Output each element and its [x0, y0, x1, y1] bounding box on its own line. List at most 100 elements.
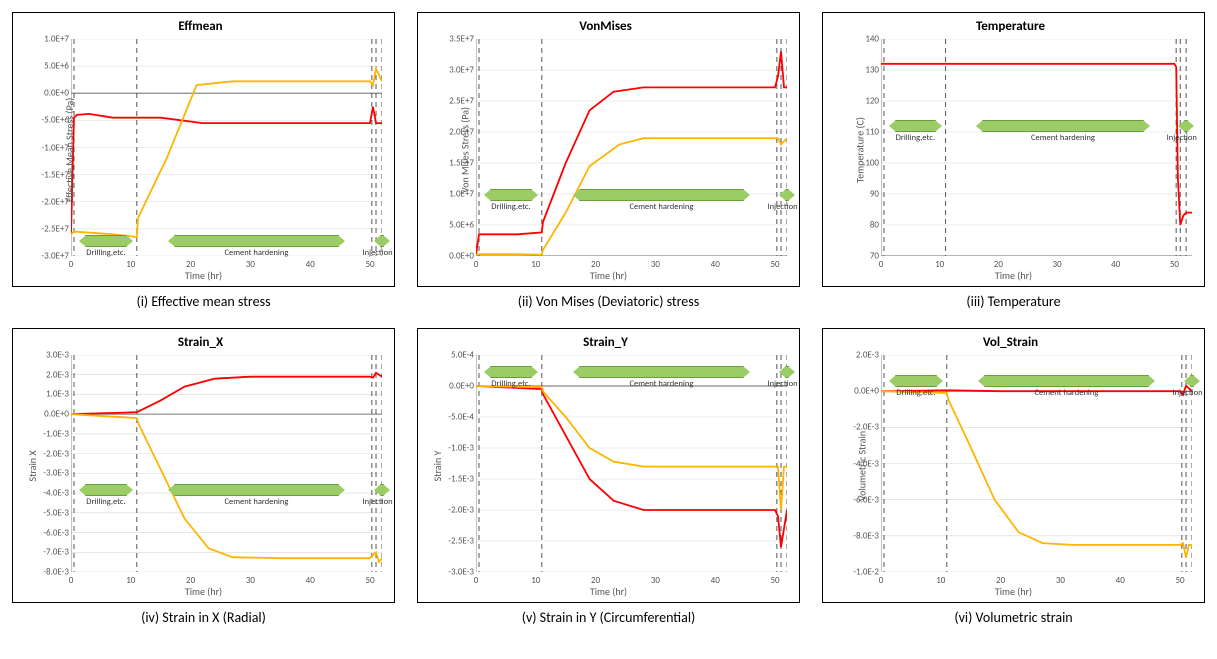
x-tick-label: 10 — [531, 575, 540, 586]
panel-temp: TemperatureTemperature (C)Time (hr)70809… — [822, 12, 1205, 310]
y-tick-label: 70 — [833, 252, 879, 261]
y-tick-label: 2.5E+7 — [428, 97, 474, 106]
x-tick-label: 20 — [591, 259, 600, 270]
phase-label: Injection — [1167, 133, 1197, 143]
x-tick-label: 30 — [1056, 575, 1065, 586]
y-tick-label: -3.0E+7 — [23, 252, 69, 261]
x-tick-label: 50 — [770, 575, 779, 586]
panel-vonmises: VonMisesVon Mises Stress (Pa)Time (hr)0.… — [417, 12, 800, 310]
y-tick-label: -1.0E-2 — [833, 568, 879, 577]
y-tick-label: 90 — [833, 190, 879, 199]
series-line — [71, 69, 382, 237]
chart-title: Effmean — [17, 19, 384, 34]
phase-label: Cement hardening — [224, 248, 288, 258]
y-tick-label: 3.5E+7 — [428, 35, 474, 44]
x-tick-label: 0 — [474, 259, 479, 270]
y-tick-label: 0.0E+0 — [428, 382, 474, 391]
y-tick-label: -1.0E+7 — [23, 143, 69, 152]
panel-frame: VonMisesVon Mises Stress (Pa)Time (hr)0.… — [417, 12, 800, 287]
panel-strainx: Strain_XStrain XTime (hr)-8.0E-3-7.0E-3-… — [12, 328, 395, 626]
x-tick-label: 10 — [126, 259, 135, 270]
y-tick-label: 3.0E-3 — [23, 351, 69, 360]
series-line — [881, 391, 1192, 557]
y-tick-label: 1.0E+7 — [23, 35, 69, 44]
y-tick-label: -8.0E-3 — [833, 531, 879, 540]
x-tick-label: 20 — [994, 259, 1003, 270]
chart-title: Vol_Strain — [827, 335, 1194, 350]
x-tick-label: 40 — [1111, 259, 1120, 270]
y-tick-label: 130 — [833, 66, 879, 75]
series-line — [881, 64, 1192, 225]
plot-area — [881, 39, 1192, 256]
x-tick-label: 40 — [711, 259, 720, 270]
y-tick-label: 140 — [833, 35, 879, 44]
phase-label: Drilling,etc. — [491, 202, 530, 212]
y-tick-label: 2.0E-3 — [833, 351, 879, 360]
x-tick-label: 10 — [936, 575, 945, 586]
panel-caption: (ii) Von Mises (Deviatoric) stress — [518, 293, 699, 310]
phase-label: Injection — [362, 248, 392, 258]
y-tick-label: -7.0E-3 — [23, 548, 69, 557]
y-tick-label: -1.0E-3 — [23, 429, 69, 438]
y-tick-label: -2.5E-3 — [428, 537, 474, 546]
x-tick-label: 50 — [770, 259, 779, 270]
phase-label: Cement hardening — [629, 379, 693, 389]
x-tick-label: 50 — [365, 259, 374, 270]
panel-effmean: EffmeanEffective Mean Stress (Pa)Time (h… — [12, 12, 395, 310]
y-tick-label: -4.0E-3 — [833, 459, 879, 468]
chart-svg — [476, 39, 787, 256]
y-tick-label: 80 — [833, 221, 879, 230]
chart-title: Temperature — [827, 19, 1194, 34]
panel-frame: TemperatureTemperature (C)Time (hr)70809… — [822, 12, 1205, 287]
panel-frame: Vol_StrainVolumetric StrainTime (hr)-1.0… — [822, 328, 1205, 603]
y-tick-label: -8.0E-3 — [23, 568, 69, 577]
chart-grid: EffmeanEffective Mean Stress (Pa)Time (h… — [12, 12, 1205, 626]
plot-area — [476, 39, 787, 256]
x-tick-label: 30 — [246, 575, 255, 586]
panel-caption: (iii) Temperature — [966, 293, 1060, 310]
y-tick-label: -3.0E-3 — [428, 568, 474, 577]
y-tick-label: -3.0E-3 — [23, 469, 69, 478]
panel-frame: Strain_XStrain XTime (hr)-8.0E-3-7.0E-3-… — [12, 328, 395, 603]
y-tick-label: -1.0E-3 — [428, 444, 474, 453]
y-tick-label: 5.0E-4 — [428, 351, 474, 360]
x-tick-label: 50 — [1175, 575, 1184, 586]
panel-caption: (v) Strain in Y (Circumferential) — [522, 609, 696, 626]
x-tick-label: 40 — [306, 575, 315, 586]
y-tick-label: 5.0E+6 — [428, 221, 474, 230]
phase-label: Drilling,etc. — [86, 248, 125, 258]
y-tick-label: 2.0E-3 — [23, 370, 69, 379]
series-line — [71, 107, 382, 235]
x-tick-label: 20 — [996, 575, 1005, 586]
panel-caption: (i) Effective mean stress — [136, 293, 270, 310]
panel-strainy: Strain_YStrain YTime (hr)-3.0E-3-2.5E-3-… — [417, 328, 800, 626]
panel-caption: (iv) Strain in X (Radial) — [141, 609, 266, 626]
panel-frame: EffmeanEffective Mean Stress (Pa)Time (h… — [12, 12, 395, 287]
x-axis-label: Time (hr) — [823, 585, 1204, 598]
y-axis-label: Von Mises Stress (Pa) — [459, 106, 472, 192]
y-tick-label: 120 — [833, 97, 879, 106]
x-tick-label: 50 — [1170, 259, 1179, 270]
y-tick-label: 0.0E+0 — [23, 410, 69, 419]
panel-frame: Strain_YStrain YTime (hr)-3.0E-3-2.5E-3-… — [417, 328, 800, 603]
x-axis-label: Time (hr) — [13, 585, 394, 598]
phase-label: Drilling,etc. — [896, 133, 935, 143]
y-tick-label: 110 — [833, 128, 879, 137]
x-tick-label: 10 — [935, 259, 944, 270]
chart-title: VonMises — [422, 19, 789, 34]
x-tick-label: 10 — [531, 259, 540, 270]
x-tick-label: 30 — [1052, 259, 1061, 270]
y-tick-label: 5.0E+6 — [23, 62, 69, 71]
phase-label: Cement hardening — [1031, 133, 1095, 143]
y-tick-label: -6.0E-3 — [833, 495, 879, 504]
x-tick-label: 30 — [651, 259, 660, 270]
plot-area — [71, 355, 382, 572]
plot-area — [71, 39, 382, 256]
y-tick-label: -1.5E-3 — [428, 475, 474, 484]
chart-title: Strain_X — [17, 335, 384, 350]
y-tick-label: -2.0E-3 — [833, 423, 879, 432]
x-tick-label: 20 — [591, 575, 600, 586]
y-tick-label: -2.0E-3 — [23, 449, 69, 458]
x-axis-label: Time (hr) — [13, 269, 394, 282]
y-tick-label: -2.0E-3 — [428, 506, 474, 515]
